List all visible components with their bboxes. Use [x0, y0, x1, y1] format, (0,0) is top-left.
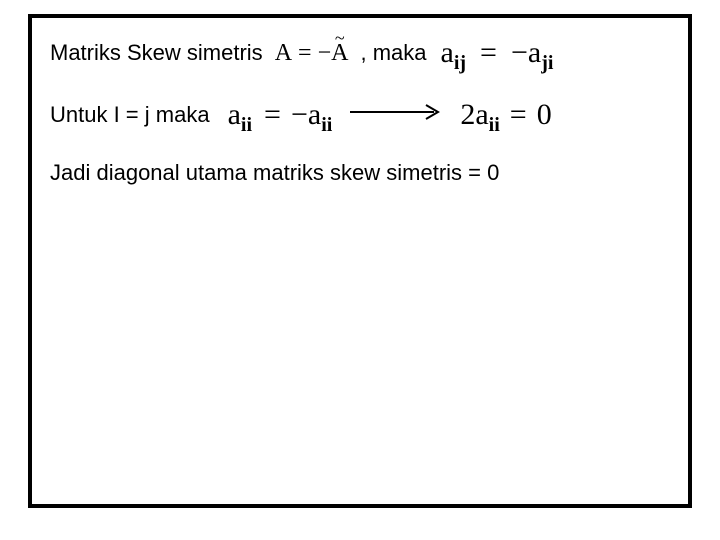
- eq-a-eq-neg-atilde: A = − ~ A: [275, 40, 349, 67]
- math-eq4: =: [510, 98, 527, 132]
- line-3: Jadi diagonal utama matriks skew simetri…: [50, 160, 670, 186]
- math-neg: −: [318, 40, 332, 67]
- text-maka: , maka: [360, 40, 426, 66]
- math-a3: a: [228, 98, 241, 132]
- math-neg3: −: [291, 98, 308, 132]
- math-a4: a: [308, 98, 321, 132]
- eq-aii-eq-neg-aii: a ii = − a ii: [228, 98, 333, 132]
- math-eq3: =: [264, 98, 281, 132]
- math-a: a: [441, 36, 454, 70]
- sub-ii-1: ii: [241, 114, 252, 137]
- content-frame: Matriks Skew simetris A = − ~ A , maka a…: [28, 14, 692, 508]
- text-untuk: Untuk I = j maka: [50, 102, 210, 128]
- sub-ji: ji: [541, 52, 553, 75]
- text-conclusion: Jadi diagonal utama matriks skew simetri…: [50, 160, 499, 186]
- math-neg2: −: [511, 36, 528, 70]
- tilde-icon: ~: [335, 28, 345, 49]
- math-A: A: [275, 40, 292, 67]
- text-skew: Matriks Skew simetris: [50, 40, 263, 66]
- math-2: 2: [460, 98, 475, 132]
- math-0: 0: [537, 98, 552, 132]
- line-1: Matriks Skew simetris A = − ~ A , maka a…: [50, 36, 670, 70]
- math-eq2: =: [480, 36, 497, 70]
- math-A-tilde: ~ A: [331, 40, 348, 67]
- sub-ii-2: ii: [321, 114, 332, 137]
- sub-ii-3: ii: [489, 114, 500, 137]
- math-a5: a: [475, 98, 488, 132]
- sub-ij: ij: [454, 52, 466, 75]
- eq-2aii-eq-0: 2 a ii = 0: [460, 98, 551, 132]
- math-eq: =: [298, 40, 312, 67]
- math-a2: a: [528, 36, 541, 70]
- eq-aij-eq-neg-aji: a ij = − a ji: [441, 36, 554, 70]
- arrow-icon: [348, 102, 444, 128]
- line-2: Untuk I = j maka a ii = − a ii 2 a ii =: [50, 98, 670, 132]
